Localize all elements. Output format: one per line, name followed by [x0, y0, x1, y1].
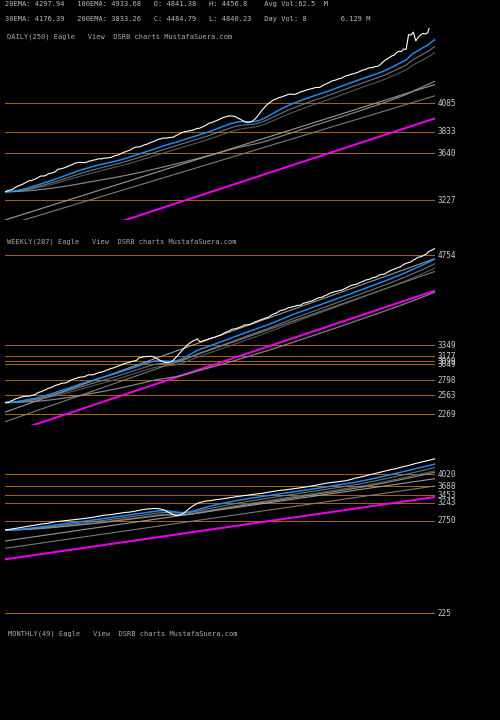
Text: 3349: 3349	[437, 341, 456, 350]
Text: 3453: 3453	[437, 490, 456, 500]
Text: 3177: 3177	[437, 351, 456, 361]
Text: 3688: 3688	[437, 482, 456, 491]
Text: 2750: 2750	[437, 516, 456, 526]
Text: 3243: 3243	[437, 498, 456, 508]
Text: MONTHLY(49) Eagle   View  DSRB charts MustafaSuera.com: MONTHLY(49) Eagle View DSRB charts Musta…	[0, 719, 1, 720]
Text: 4020: 4020	[437, 469, 456, 479]
Text: 3640: 3640	[437, 149, 456, 158]
Text: 2563: 2563	[437, 391, 456, 400]
Text: 30EMA: 4176.39   200EMA: 3833.26   C: 4484.79   L: 4840.23   Day Vol: 8        6: 30EMA: 4176.39 200EMA: 3833.26 C: 4484.7…	[5, 16, 370, 22]
Text: WEEKLY(287) Eagle   View  DSRB charts MustafaSuera.com: WEEKLY(287) Eagle View DSRB charts Musta…	[7, 239, 236, 246]
Text: 2269: 2269	[437, 410, 456, 419]
Text: 2798: 2798	[437, 376, 456, 384]
Text: 3049: 3049	[437, 360, 456, 369]
Text: 225: 225	[437, 609, 451, 618]
Text: 4754: 4754	[437, 251, 456, 260]
Text: DAILY(250) Eagle   View  DSRB charts MustafaSuera.com: DAILY(250) Eagle View DSRB charts Mustaf…	[7, 34, 232, 40]
Text: 20EMA: 4297.94   100EMA: 4933.68   O: 4841.38   H: 4456.8    Avg Vol:62.5  M: 20EMA: 4297.94 100EMA: 4933.68 O: 4841.3…	[5, 1, 328, 7]
Text: 4085: 4085	[437, 99, 456, 107]
Text: 3099: 3099	[437, 356, 456, 366]
Text: MONTHLY(49) Eagle   View  DSRB charts MustafaSuera.com: MONTHLY(49) Eagle View DSRB charts Musta…	[8, 630, 237, 636]
Text: 3227: 3227	[437, 196, 456, 204]
Text: 3833: 3833	[437, 127, 456, 136]
